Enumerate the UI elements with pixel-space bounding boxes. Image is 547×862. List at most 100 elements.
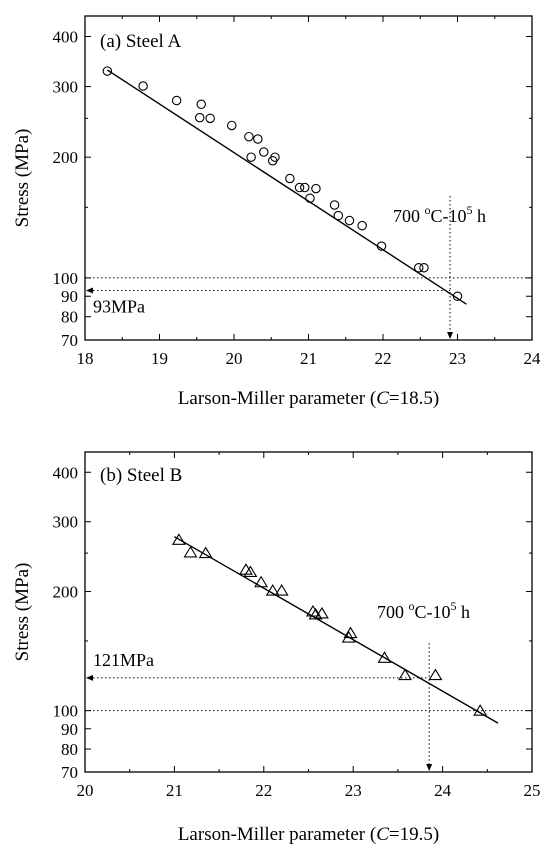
x-axis-label-prefix: Larson-Miller parameter (: [178, 388, 376, 409]
y-tick-label: 100: [53, 702, 79, 721]
data-point: [343, 626, 358, 639]
panel-label: (a) Steel A: [100, 31, 182, 52]
y-tick-label: 300: [53, 513, 79, 532]
y-tick-label: 400: [53, 463, 79, 482]
x-tick-label: 25: [524, 781, 541, 800]
data-point: [246, 152, 256, 162]
x-tick-label: 24: [434, 781, 452, 800]
x-tick-label: 20: [77, 781, 94, 800]
x-tick-label: 18: [77, 349, 94, 368]
x-tick-label: 23: [345, 781, 362, 800]
data-point: [305, 193, 315, 203]
y-tick-label: 90: [61, 720, 78, 739]
panel-label: (b) Steel B: [100, 465, 182, 486]
x-axis-label-variable: C: [376, 388, 389, 409]
y-tick-label: 200: [53, 148, 79, 167]
vertical-guide-arrow: [447, 332, 454, 339]
data-point: [341, 630, 356, 643]
y-tick-label: 90: [61, 287, 78, 306]
y-tick-label: 200: [53, 582, 79, 601]
vertical-guide-arrow: [426, 764, 433, 771]
y-tick-label: 400: [53, 28, 79, 47]
y-tick-label: 70: [61, 331, 78, 350]
data-point: [238, 563, 253, 575]
y-tick-label: 100: [53, 269, 79, 288]
condition-unit: C-10: [431, 206, 467, 226]
x-tick-label: 19: [151, 349, 168, 368]
data-point: [243, 565, 258, 578]
data-point: [285, 173, 295, 184]
x-axis-label: Larson-Miller parameter (C=18.5): [178, 388, 439, 409]
x-tick-label: 20: [226, 349, 243, 368]
condition-exponent: 5: [451, 599, 457, 613]
condition-annotation: 700 oC-105 h: [377, 599, 470, 622]
data-point: [300, 182, 310, 193]
data-point: [452, 291, 463, 301]
data-point: [196, 99, 206, 110]
horizontal-guide-arrow: [86, 674, 93, 681]
data-point: [205, 113, 215, 124]
plot-frame: [84, 15, 533, 341]
condition-time: h: [457, 602, 471, 622]
horizontal-guide-arrow: [86, 287, 93, 294]
data-point: [329, 200, 340, 210]
data-point: [259, 147, 269, 157]
data-point: [265, 584, 280, 596]
y-tick-label: 300: [53, 78, 79, 97]
x-tick-label: 22: [255, 781, 272, 800]
data-point: [376, 241, 387, 251]
data-point: [314, 606, 329, 619]
data-point: [171, 533, 186, 545]
condition-degree: o: [425, 203, 431, 217]
data-point: [414, 262, 424, 273]
x-tick-label: 21: [300, 349, 317, 368]
data-point: [198, 546, 213, 559]
y-tick-label: 80: [61, 740, 78, 759]
x-tick-label: 24: [524, 349, 542, 368]
data-point: [344, 215, 355, 226]
condition-time: h: [473, 206, 487, 226]
readout-label: 93MPa: [93, 297, 145, 317]
data-point: [419, 262, 429, 273]
fit-line: [174, 536, 499, 724]
y-tick-label: 80: [61, 308, 78, 327]
data-point: [357, 220, 367, 231]
data-point: [227, 120, 237, 131]
data-point: [194, 112, 205, 123]
x-axis-label: Larson-Miller parameter (C=19.5): [178, 824, 439, 845]
data-point: [398, 668, 413, 681]
x-tick-label: 23: [449, 349, 466, 368]
condition-temperature: 700: [377, 602, 409, 622]
data-point: [305, 604, 320, 617]
fit-line: [106, 69, 467, 305]
x-axis-label-suffix: =19.5): [389, 824, 439, 845]
data-point: [138, 81, 148, 91]
readout-label: 121MPa: [93, 650, 154, 670]
condition-temperature: 700: [393, 206, 425, 226]
data-point: [171, 95, 182, 106]
data-point: [244, 131, 254, 142]
x-axis-label-suffix: =18.5): [389, 388, 439, 409]
data-point: [102, 66, 113, 76]
data-point: [377, 651, 392, 663]
condition-exponent: 5: [467, 203, 473, 217]
data-point: [308, 607, 323, 620]
data-point: [253, 134, 263, 144]
x-axis-label-prefix: Larson-Miller parameter (: [178, 824, 376, 845]
x-axis-label-variable: C: [376, 824, 389, 845]
data-point: [311, 183, 321, 194]
condition-unit: C-10: [415, 602, 451, 622]
data-point: [183, 545, 198, 558]
data-point: [473, 704, 488, 716]
data-point: [274, 584, 289, 596]
data-point: [294, 182, 305, 193]
data-point: [428, 668, 443, 681]
data-point: [254, 575, 269, 588]
x-tick-label: 21: [166, 781, 183, 800]
y-tick-label: 70: [61, 763, 78, 782]
data-point: [270, 152, 280, 162]
y-axis-label: Stress (MPa): [12, 129, 33, 228]
